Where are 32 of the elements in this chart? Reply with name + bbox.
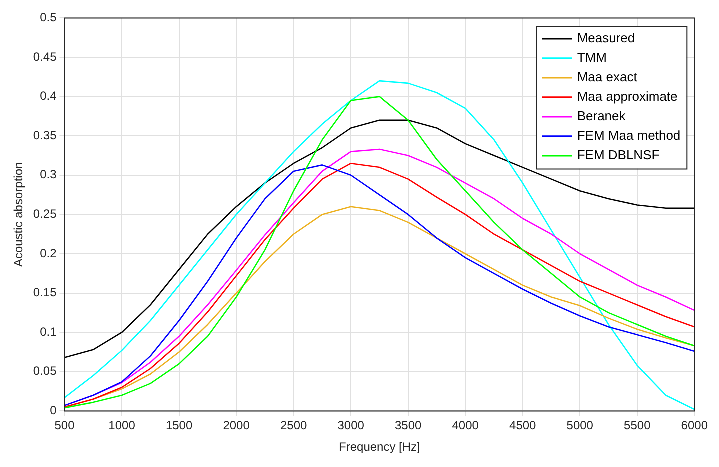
y-tick-label: 0.05 [33, 364, 58, 378]
y-tick-label: 0.25 [33, 207, 58, 222]
legend-label: FEM Maa method [577, 128, 681, 144]
x-tick-label: 4500 [510, 418, 537, 433]
legend-label: TMM [577, 50, 607, 66]
x-tick-label: 4000 [452, 418, 480, 433]
y-tick-label: 0.4 [40, 89, 58, 104]
x-tick-label: 2000 [223, 418, 250, 433]
y-tick-label: 0.1 [40, 324, 58, 339]
x-tick-label: 500 [54, 418, 76, 433]
legend-label: Maa exact [577, 70, 638, 85]
legend-label: FEM DBLNSF [577, 148, 660, 163]
y-tick-label: 0.3 [40, 168, 58, 182]
x-tick-label: 3500 [394, 418, 422, 433]
y-tick-label: 0.2 [40, 246, 58, 260]
y-tick-label: 0 [50, 404, 58, 418]
x-tick-label: 3000 [338, 418, 365, 433]
x-tick-label: 1500 [166, 418, 193, 433]
x-axis-title: Frequency [Hz] [339, 440, 420, 454]
y-axis-title: Acoustic absorption [12, 162, 26, 268]
legend-label: Beranek [577, 108, 626, 124]
y-tick-label: 0.45 [33, 50, 58, 64]
legend-label: Measured [577, 30, 636, 46]
x-tick-label: 6000 [681, 418, 708, 433]
x-tick-label: 1000 [108, 418, 136, 433]
x-tick-label: 2500 [280, 418, 308, 433]
x-tick-label: 5500 [624, 418, 652, 433]
x-tick-label: 5000 [566, 418, 594, 433]
y-tick-label: 0.15 [33, 286, 58, 300]
legend-label: Maa approximate [577, 89, 678, 104]
y-tick-label: 0.35 [33, 128, 58, 142]
y-tick-label: 0.5 [40, 10, 58, 25]
